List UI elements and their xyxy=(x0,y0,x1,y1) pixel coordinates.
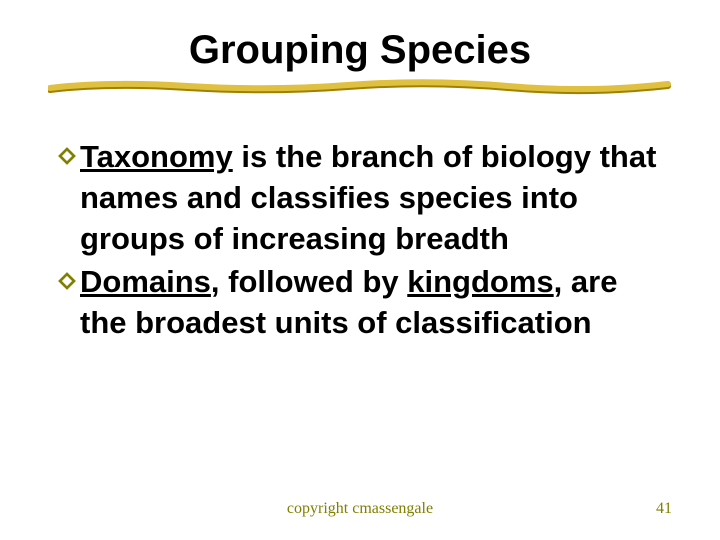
slide-footer: copyright cmassengale 41 xyxy=(0,500,720,518)
bullet-item: Taxonomy is the branch of biology that n… xyxy=(58,137,672,260)
bullet-item: Domains, followed by kingdoms, are the b… xyxy=(58,262,672,344)
slide: Grouping Species Taxonomy is the branch … xyxy=(0,0,720,540)
page-number: 41 xyxy=(464,500,672,518)
bullet-marker-icon xyxy=(58,272,76,295)
title-underline xyxy=(48,77,672,101)
bullet-list: Taxonomy is the branch of biology that n… xyxy=(48,137,672,344)
bullet-text: Taxonomy is the branch of biology that n… xyxy=(80,137,672,260)
slide-title: Grouping Species xyxy=(48,28,672,73)
copyright-text: copyright cmassengale xyxy=(256,500,464,518)
bullet-marker-icon xyxy=(58,147,76,170)
bullet-text: Domains, followed by kingdoms, are the b… xyxy=(80,262,672,344)
